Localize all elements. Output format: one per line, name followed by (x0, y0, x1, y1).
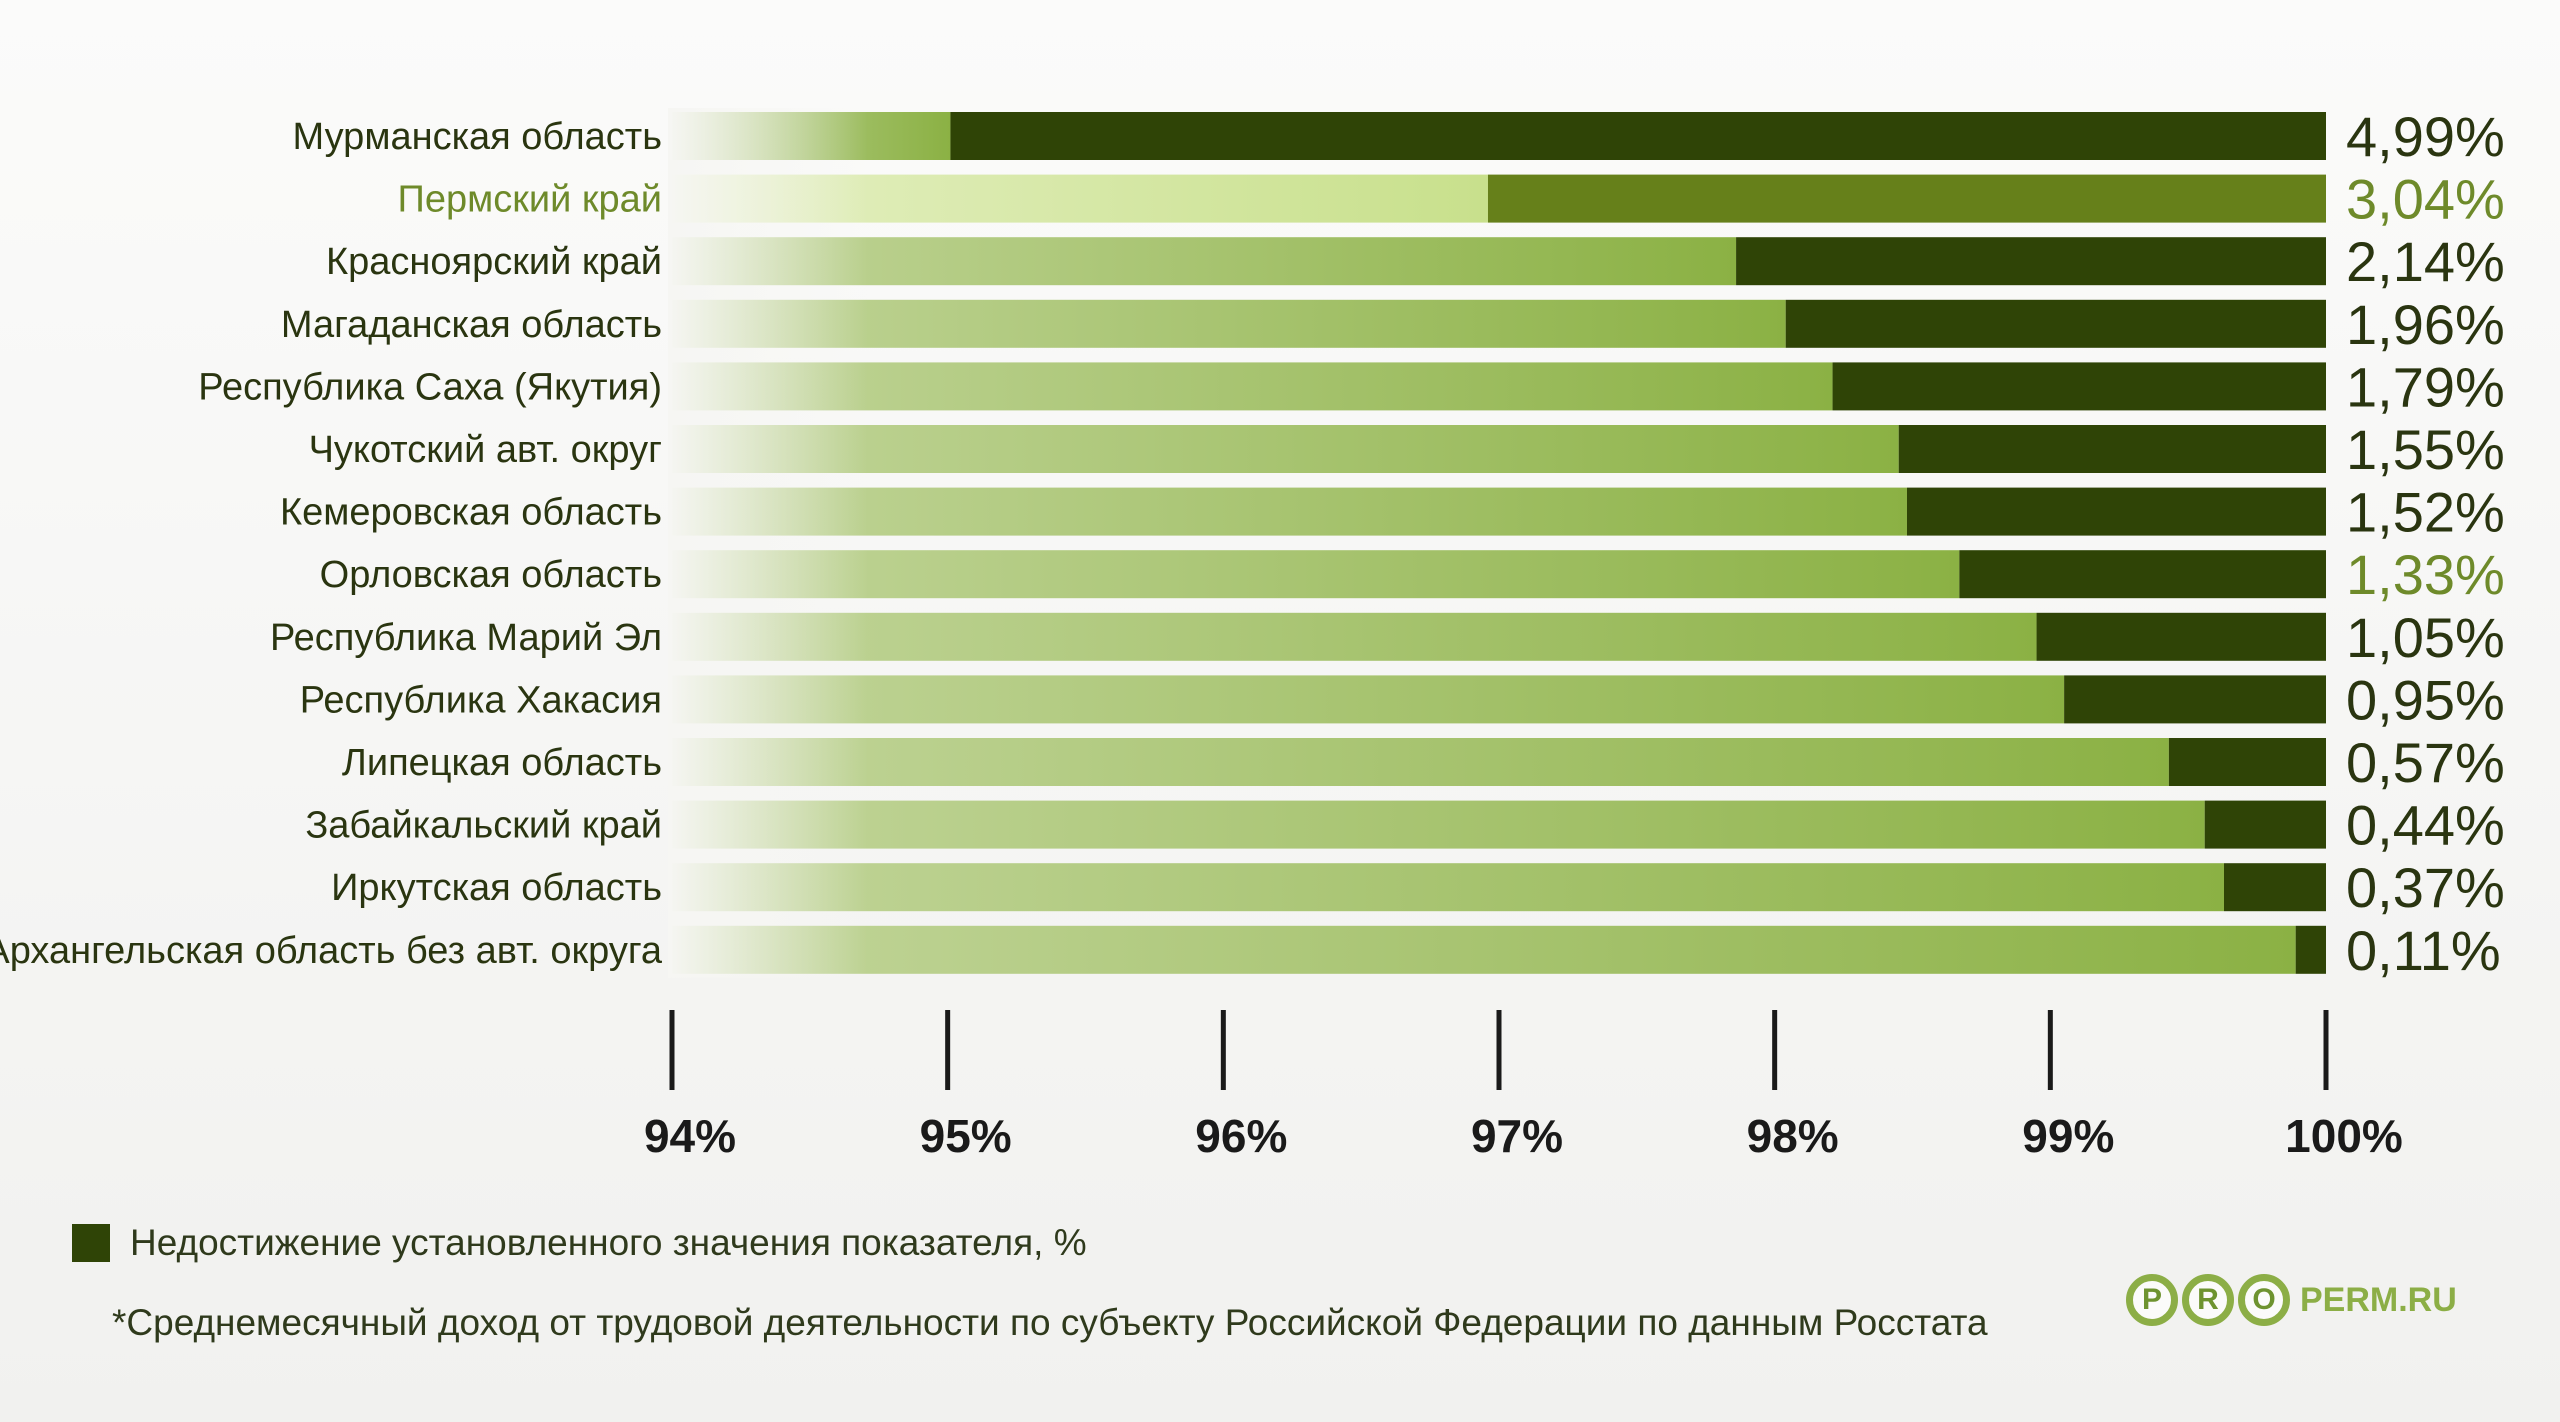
category-label: Забайкальский край (305, 805, 662, 847)
bar-missing (1832, 362, 2326, 411)
value-label: 0,57% (2346, 731, 2505, 794)
bar-missing (1785, 299, 2326, 348)
bar-achieved (672, 612, 2037, 661)
category-label: Орловская область (320, 554, 662, 596)
bar-missing (1906, 487, 2326, 536)
tick-label: 100% (2285, 1110, 2403, 1162)
category-label: Красноярский край (326, 241, 662, 283)
legend-label: Недостижение установленного значения пок… (130, 1222, 1087, 1263)
category-label: Магаданская область (281, 304, 662, 346)
category-label: Чукотский авт. округ (309, 429, 662, 471)
bar-missing (2168, 738, 2326, 786)
properm-logo: P R O PERM.RU (2126, 1274, 2457, 1326)
bar-achieved (672, 487, 1907, 536)
category-label: Липецкая область (342, 742, 662, 784)
bar-missing (2295, 925, 2326, 974)
value-label: 2,14% (2346, 230, 2505, 293)
bar-missing (2224, 863, 2326, 912)
category-label: Кемеровская область (280, 492, 662, 534)
logo-circle-r: R (2182, 1274, 2234, 1326)
bar-missing (950, 112, 2326, 160)
bar-missing (2204, 800, 2326, 849)
value-label: 4,99% (2346, 105, 2505, 168)
category-label: Пермский край (398, 179, 662, 221)
value-label: 0,44% (2346, 794, 2505, 857)
tick-label: 96% (1195, 1110, 1287, 1162)
value-label: 3,04% (2346, 168, 2505, 231)
legend: Недостижение установленного значения пок… (72, 1222, 1087, 1264)
bar-achieved (672, 738, 2169, 786)
value-label: 1,96% (2346, 293, 2505, 356)
value-label: 1,52% (2346, 481, 2505, 544)
value-label: 0,95% (2346, 668, 2505, 731)
logo-circle-p: P (2126, 1274, 2178, 1326)
footnote: *Среднемесячный доход от трудовой деятел… (112, 1302, 1988, 1343)
tick-label: 94% (644, 1110, 736, 1162)
category-label: Иркутская область (331, 867, 662, 909)
category-label: Республика Хакасия (300, 679, 662, 721)
tick-label: 98% (1747, 1110, 1839, 1162)
logo-text: PERM.RU (2300, 1280, 2457, 1319)
value-label: 1,05% (2346, 606, 2505, 669)
category-label: Республика Саха (Якутия) (198, 366, 662, 408)
category-label: Архангельская область без авт. округа (0, 930, 663, 972)
bar-chart: Мурманская область 4,99% Пермский край 3,04… (0, 105, 2505, 1162)
value-label: 0,37% (2346, 856, 2505, 919)
bar-fade-overlay (668, 108, 868, 978)
logo-circle-o: O (2238, 1274, 2290, 1326)
category-label: Мурманская область (293, 116, 662, 158)
tick-label: 99% (2022, 1110, 2114, 1162)
bar-missing (1736, 237, 2326, 286)
bar-achieved (672, 550, 1960, 599)
bar-missing (1959, 550, 2326, 599)
bar-missing (2064, 675, 2326, 724)
bar-achieved (672, 800, 2205, 849)
bar-achieved (672, 425, 1899, 473)
bar-missing (1898, 425, 2326, 473)
tick-label: 97% (1471, 1110, 1563, 1162)
legend-swatch (72, 1224, 110, 1262)
bar-achieved (672, 863, 2225, 912)
category-label: Республика Марий Эл (270, 617, 662, 659)
value-label: 1,33% (2346, 543, 2505, 606)
bar-missing (1487, 174, 2326, 223)
bar-achieved (672, 925, 2296, 974)
bar-missing (2036, 612, 2326, 661)
value-label: 1,55% (2346, 418, 2505, 481)
value-label: 1,79% (2346, 355, 2505, 418)
bar-achieved (672, 675, 2065, 724)
tick-label: 95% (920, 1110, 1012, 1162)
value-label: 0,11% (2346, 919, 2501, 982)
